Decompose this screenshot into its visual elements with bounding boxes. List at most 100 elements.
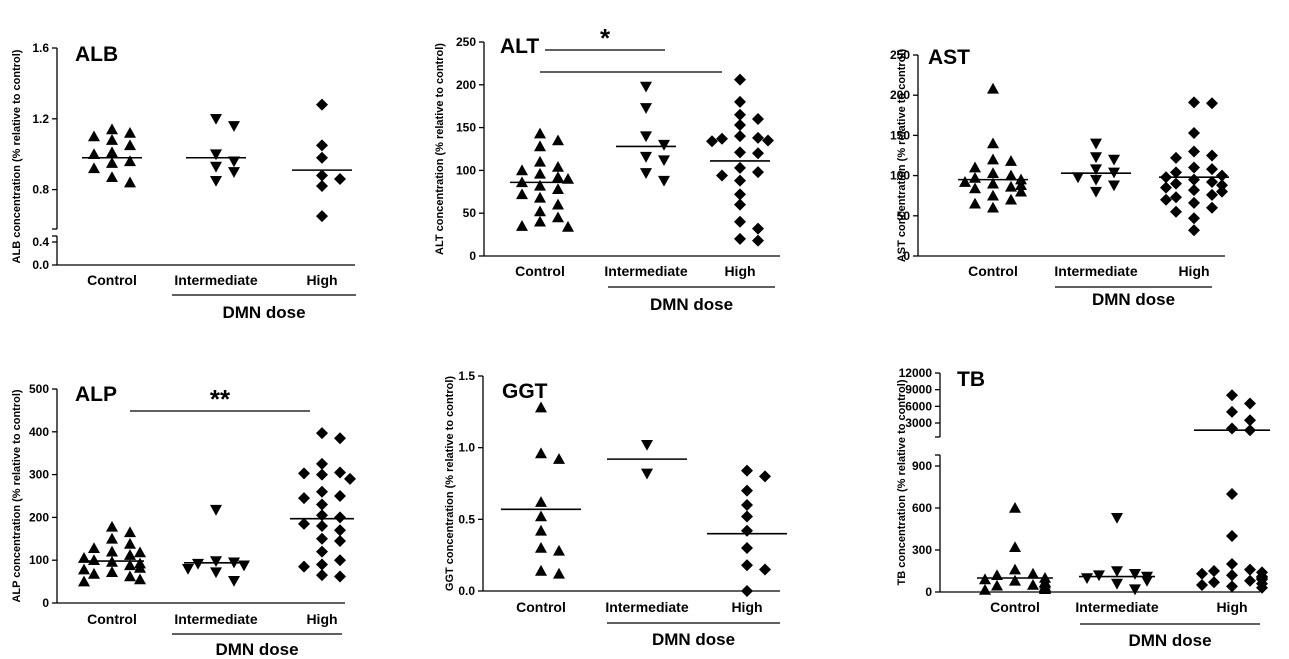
data-point bbox=[1090, 164, 1102, 176]
y-tick-label: 1.6 bbox=[32, 41, 49, 55]
data-point bbox=[1196, 579, 1208, 591]
data-point bbox=[228, 575, 240, 587]
data-point bbox=[106, 566, 118, 577]
data-point bbox=[1206, 149, 1218, 162]
y-tick-label: 1.5 bbox=[458, 369, 475, 383]
data-point bbox=[1206, 163, 1218, 176]
data-point bbox=[734, 73, 746, 86]
y-tick-label: 200 bbox=[456, 78, 476, 92]
y-tick-label: 50 bbox=[897, 209, 911, 223]
data-point bbox=[1188, 212, 1200, 225]
dose-group-label: DMN dose bbox=[222, 303, 305, 322]
data-point bbox=[1256, 581, 1268, 594]
category-label: High bbox=[306, 272, 337, 288]
y-tick-label: 100 bbox=[890, 169, 910, 183]
category-label: High bbox=[306, 611, 337, 627]
data-point bbox=[734, 161, 746, 174]
data-point bbox=[534, 140, 546, 152]
category-label: Intermediate bbox=[605, 599, 688, 615]
data-point bbox=[741, 499, 753, 511]
y-tick-label: 250 bbox=[456, 35, 476, 49]
dose-group-label: DMN dose bbox=[1128, 631, 1211, 650]
data-point bbox=[1009, 502, 1021, 513]
data-point bbox=[516, 164, 528, 176]
data-point bbox=[535, 447, 547, 459]
category-label: Intermediate bbox=[174, 272, 257, 288]
data-point bbox=[552, 134, 564, 146]
data-point bbox=[1244, 397, 1256, 410]
data-point bbox=[987, 189, 999, 201]
data-point bbox=[1188, 126, 1200, 139]
data-point bbox=[124, 537, 136, 549]
data-point bbox=[640, 168, 652, 179]
category-label: Intermediate bbox=[174, 611, 257, 627]
data-point bbox=[1206, 176, 1218, 189]
data-point bbox=[762, 134, 774, 147]
panel-title: ALB bbox=[75, 43, 118, 66]
data-point bbox=[210, 567, 222, 579]
data-point bbox=[752, 131, 764, 144]
data-point bbox=[316, 569, 328, 582]
data-point bbox=[334, 554, 346, 567]
data-point bbox=[298, 560, 310, 573]
data-point bbox=[106, 123, 118, 135]
data-point bbox=[316, 169, 328, 182]
data-point bbox=[516, 220, 528, 231]
data-point bbox=[534, 167, 546, 179]
data-point bbox=[316, 427, 328, 440]
data-point bbox=[640, 81, 652, 93]
dose-group-label: DMN dose bbox=[650, 295, 733, 314]
data-point bbox=[534, 191, 546, 203]
data-point bbox=[741, 542, 753, 554]
category-label: Control bbox=[515, 263, 565, 279]
data-point bbox=[752, 113, 764, 126]
category-label: Control bbox=[990, 599, 1040, 615]
data-point bbox=[1196, 567, 1208, 580]
data-point bbox=[553, 567, 565, 579]
data-point bbox=[316, 98, 328, 111]
data-point bbox=[1015, 179, 1027, 191]
data-point bbox=[534, 179, 546, 191]
data-point bbox=[706, 135, 718, 148]
category-label: High bbox=[724, 263, 755, 279]
category-label: Control bbox=[87, 611, 137, 627]
data-point bbox=[106, 146, 118, 158]
data-point bbox=[640, 131, 652, 143]
category-label: High bbox=[1216, 599, 1247, 615]
data-point bbox=[124, 139, 136, 151]
data-point bbox=[1111, 513, 1123, 524]
data-point bbox=[658, 139, 670, 151]
dose-group-label: DMN dose bbox=[1092, 290, 1175, 309]
category-label: Intermediate bbox=[604, 263, 687, 279]
data-point bbox=[1090, 152, 1102, 164]
data-point bbox=[1244, 563, 1256, 576]
data-point bbox=[210, 161, 222, 173]
data-point bbox=[987, 137, 999, 149]
data-point bbox=[1244, 574, 1256, 587]
y-tick-label: 0 bbox=[469, 249, 476, 263]
data-point bbox=[1005, 193, 1017, 205]
data-point bbox=[228, 167, 240, 178]
data-point bbox=[1111, 578, 1123, 590]
panel-title: ALT bbox=[500, 35, 539, 58]
y-axis-label: AST concentration (% relative to control… bbox=[896, 49, 908, 263]
data-point bbox=[1170, 151, 1182, 164]
data-point bbox=[535, 524, 547, 536]
y-tick-label: 900 bbox=[912, 459, 932, 473]
data-point bbox=[124, 176, 136, 188]
data-point bbox=[741, 585, 753, 597]
data-point bbox=[987, 167, 999, 178]
data-point bbox=[716, 132, 728, 145]
significance-marker: ** bbox=[210, 384, 231, 414]
data-point bbox=[535, 564, 547, 576]
dose-group-label: DMN dose bbox=[215, 640, 298, 659]
y-tick-label: 300 bbox=[29, 468, 49, 482]
data-point bbox=[1188, 96, 1200, 109]
data-point bbox=[88, 567, 100, 579]
data-point bbox=[535, 496, 547, 507]
data-point bbox=[552, 171, 564, 183]
data-point bbox=[78, 563, 90, 575]
data-point bbox=[334, 490, 346, 502]
data-point bbox=[316, 485, 328, 498]
data-point bbox=[734, 119, 746, 132]
